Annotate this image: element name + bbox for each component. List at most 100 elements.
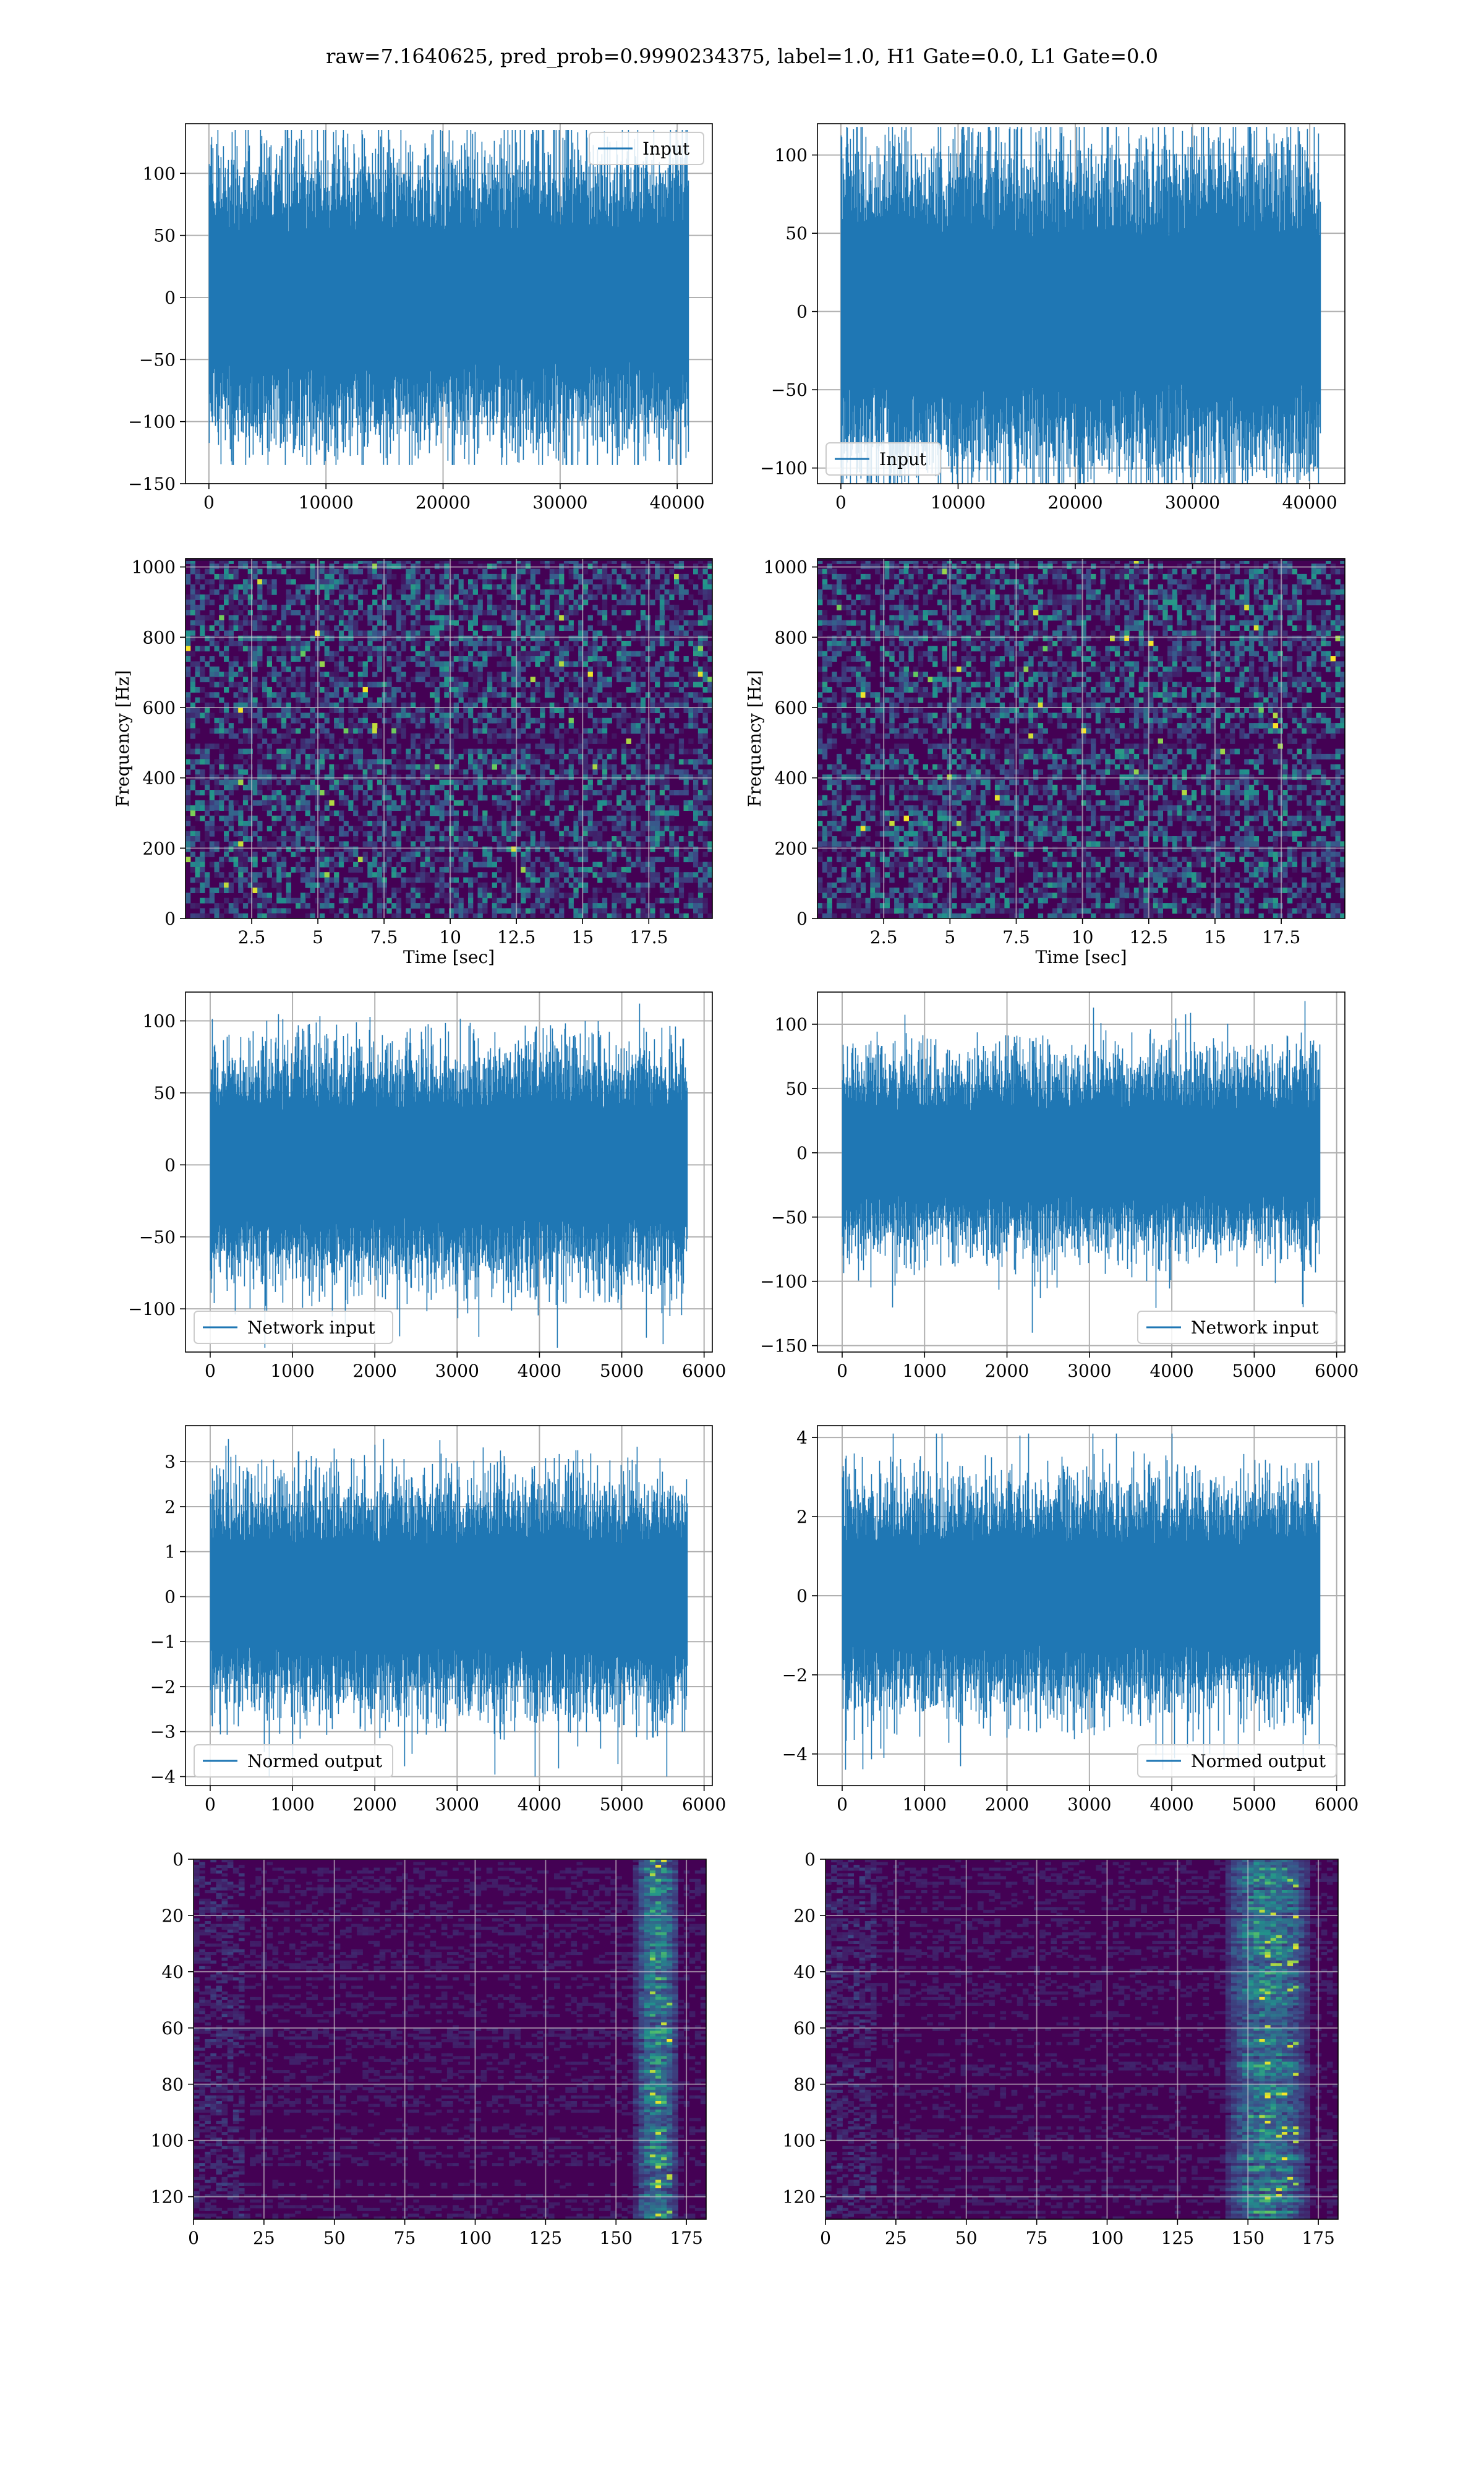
heatmap-cell — [568, 769, 574, 775]
heatmap-cell — [640, 800, 646, 806]
heatmap-cell — [468, 641, 474, 646]
heatmap-cell — [319, 559, 325, 564]
heatmap-cell — [219, 635, 224, 641]
heatmap-cell — [324, 733, 330, 739]
heatmap-cell — [430, 615, 435, 621]
heatmap-cell — [636, 708, 641, 713]
heatmap-cell — [286, 661, 291, 667]
heatmap-cell — [430, 841, 435, 847]
heatmap-cell — [497, 836, 502, 842]
heatmap-cell — [616, 913, 622, 918]
heatmap-cell — [487, 610, 493, 615]
heatmap-cell — [587, 666, 593, 672]
heatmap-cell — [697, 573, 704, 580]
heatmap-cell — [300, 713, 306, 719]
heatmap-cell — [281, 774, 287, 781]
heatmap-cell — [310, 877, 315, 883]
heatmap-cell — [391, 753, 397, 760]
heatmap-cell — [961, 559, 966, 564]
heatmap-cell — [425, 862, 430, 868]
heatmap-cell — [612, 748, 617, 755]
heatmap-cell — [391, 656, 397, 662]
heatmap-cell — [702, 882, 708, 888]
heatmap-cell — [645, 862, 650, 868]
heatmap-cell — [463, 733, 469, 739]
heatmap-cell — [683, 697, 689, 703]
heatmap-cell — [612, 579, 617, 585]
heatmap-cell — [506, 831, 512, 837]
heatmap-cell — [386, 779, 392, 785]
heatmap-cell — [420, 671, 425, 677]
heatmap-cell — [607, 867, 612, 873]
heatmap-cell — [238, 713, 244, 719]
heatmap-cell — [702, 568, 708, 575]
heatmap-cell — [568, 872, 574, 878]
heatmap-cell — [1158, 568, 1163, 575]
heatmap-cell — [516, 748, 521, 755]
heatmap-cell — [501, 723, 507, 729]
heatmap-cell — [338, 697, 344, 703]
heatmap-cell — [568, 738, 574, 744]
heatmap-cell — [205, 759, 210, 765]
heatmap-cell — [602, 774, 608, 781]
heatmap-cell — [688, 774, 694, 781]
heatmap-cell — [582, 568, 589, 575]
heatmap-cell — [449, 784, 454, 790]
heatmap-cell — [190, 594, 195, 601]
heatmap-cell — [411, 877, 416, 883]
heatmap-cell — [319, 641, 325, 646]
heatmap-cell — [636, 743, 641, 750]
heatmap-cell — [334, 671, 339, 677]
heatmap-cell — [573, 753, 579, 760]
heatmap-cell — [247, 610, 253, 615]
heatmap-cell — [449, 692, 454, 698]
heatmap-cell — [209, 677, 215, 683]
heatmap-cell — [334, 682, 339, 688]
heatmap-cell — [1225, 579, 1230, 585]
heatmap-cell — [305, 753, 310, 760]
heatmap-cell — [636, 702, 641, 708]
heatmap-cell — [645, 568, 650, 575]
heatmap-cell — [650, 599, 655, 606]
heatmap-cell — [521, 759, 526, 765]
heatmap-cell — [573, 826, 579, 832]
heatmap-cell — [544, 903, 550, 909]
heatmap-cell — [262, 867, 268, 873]
heatmap-cell — [186, 805, 191, 811]
heatmap-cell — [411, 620, 416, 626]
heatmap-cell — [578, 815, 584, 821]
heatmap-cell — [463, 748, 469, 755]
heatmap-cell — [238, 748, 244, 755]
heatmap-cell — [439, 779, 445, 785]
heatmap-cell — [472, 728, 478, 734]
heatmap-cell — [310, 738, 315, 744]
heatmap-cell — [209, 795, 215, 801]
heatmap-cell — [348, 594, 354, 601]
heatmap-cell — [1067, 579, 1072, 585]
heatmap-cell — [362, 717, 368, 724]
heatmap-cell — [1009, 594, 1015, 601]
heatmap-cell — [544, 846, 550, 852]
heatmap-cell — [497, 779, 502, 785]
heatmap-cell — [286, 774, 291, 781]
heatmap-cell — [224, 599, 229, 606]
heatmap-cell — [554, 795, 560, 801]
heatmap-cell — [477, 774, 483, 781]
heatmap-cell — [626, 630, 631, 636]
heatmap-cell — [697, 795, 704, 801]
heatmap-cell — [329, 584, 335, 590]
heatmap-cell — [1052, 559, 1058, 564]
heatmap-cell — [195, 790, 200, 795]
heatmap-cell — [468, 671, 474, 677]
heatmap-cell — [434, 661, 440, 667]
heatmap-cell — [205, 897, 210, 904]
heatmap-cell — [511, 641, 516, 646]
heatmap-cell — [597, 753, 603, 760]
heatmap-cell — [396, 708, 402, 713]
heatmap-cell — [655, 815, 660, 821]
heatmap-cell — [592, 651, 598, 657]
heatmap-cell — [377, 800, 383, 806]
plot-area — [186, 559, 712, 918]
heatmap-cell — [324, 800, 330, 806]
heatmap-cell — [420, 784, 425, 790]
